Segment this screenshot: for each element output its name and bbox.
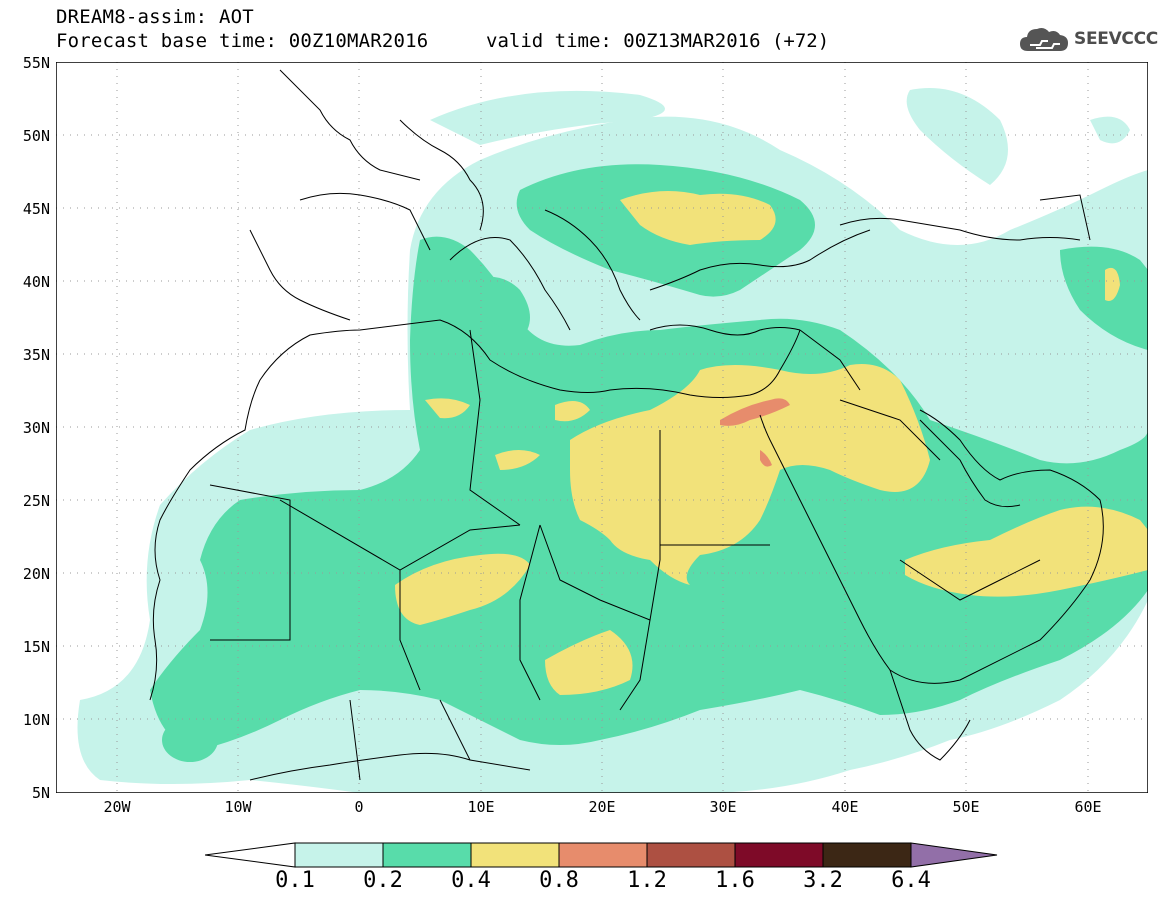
lon-label-50e: 50E <box>952 798 980 816</box>
lon-label-30e: 30E <box>709 798 737 816</box>
lat-label-10n: 10N <box>22 711 50 729</box>
colorbar-bin-3-2 <box>822 842 912 868</box>
lon-label-40e: 40E <box>831 798 859 816</box>
colorbar-label: 3.2 <box>803 868 843 893</box>
seevccc-logo: SEEVCCC <box>1018 24 1158 54</box>
colorbar-label: 0.2 <box>363 868 403 893</box>
lon-label-10w: 10W <box>224 798 252 816</box>
logo-text: SEEVCCC <box>1074 29 1158 49</box>
lat-label-30n: 30N <box>22 419 50 437</box>
colorbar-label: 0.4 <box>451 868 491 893</box>
graticule <box>56 62 1148 793</box>
aot-layer-0-8 <box>720 398 790 467</box>
lat-label-45n: 45N <box>22 200 50 218</box>
country-borders <box>209 194 1091 781</box>
lat-label-15n: 15N <box>22 638 50 656</box>
colorbar-label: 1.2 <box>627 868 667 893</box>
lat-label-20n: 20N <box>22 565 50 583</box>
lat-label-50n: 50N <box>22 127 50 145</box>
coastlines <box>149 69 1104 781</box>
colorbar-bin-1-2 <box>646 842 736 868</box>
lat-label-25n: 25N <box>22 492 50 510</box>
colorbar-label: 1.6 <box>715 868 755 893</box>
colorbar-arrow-right <box>910 842 998 868</box>
aot-region-very-high <box>720 398 790 426</box>
colorbar-bin-0-1 <box>294 842 384 868</box>
colorbar <box>205 842 998 868</box>
lon-label-20w: 20W <box>103 798 131 816</box>
colorbar-bin-0-2 <box>382 842 472 868</box>
colorbar-bin-1-6 <box>734 842 824 868</box>
colorbar-bin-0-4 <box>470 842 560 868</box>
lon-label-60e: 60E <box>1074 798 1102 816</box>
lon-label-20e: 20E <box>588 798 616 816</box>
aot-map <box>56 62 1148 793</box>
lon-label-10e: 10E <box>467 798 495 816</box>
map-title: DREAM8-assim: AOT <box>56 6 254 28</box>
aot-patch-west-africa <box>162 718 218 762</box>
cloud-icon <box>1020 28 1068 51</box>
lat-label-55n: 55N <box>22 54 50 72</box>
base-time-label: Forecast base time: 00Z10MAR2016 <box>56 30 429 52</box>
colorbar-bin-0-8 <box>558 842 648 868</box>
colorbar-label: 6.4 <box>891 868 931 893</box>
lat-label-40n: 40N <box>22 273 50 291</box>
valid-time-label: valid time: 00Z13MAR2016 (+72) <box>486 30 830 52</box>
colorbar-label: 0.8 <box>539 868 579 893</box>
lon-label-0: 0 <box>354 798 364 816</box>
lat-label-5n: 5N <box>31 784 50 802</box>
colorbar-label: 0.1 <box>275 868 315 893</box>
lat-label-35n: 35N <box>22 346 50 364</box>
colorbar-arrow-left <box>205 842 296 868</box>
